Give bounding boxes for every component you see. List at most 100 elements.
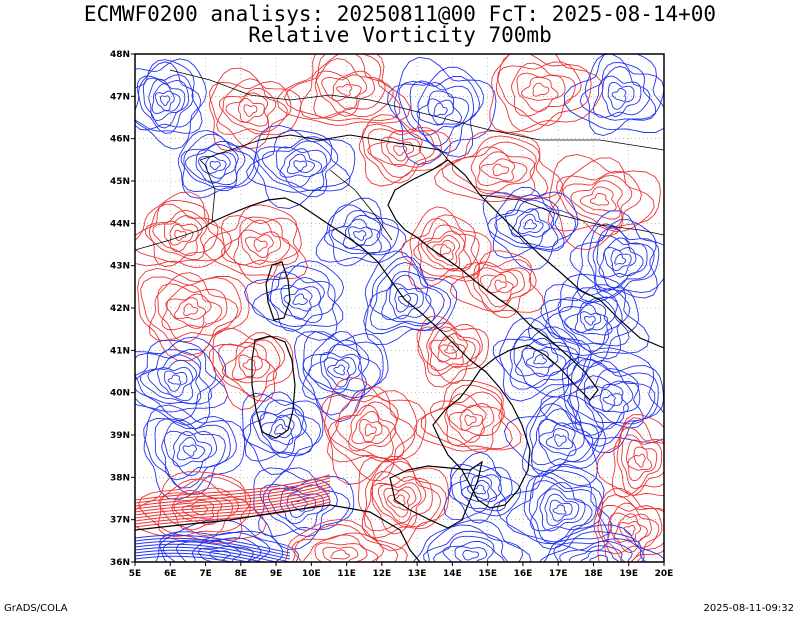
vorticity-isoline [429,391,505,453]
vorticity-isoline [616,426,664,496]
vorticity-isoline [238,354,263,379]
vorticity-isoline [279,148,322,178]
vorticity-isoline [601,75,642,118]
lat-lon-grid [135,54,664,562]
vorticity-isoline [135,474,331,501]
vorticity-isoline [614,254,627,265]
vorticity-isoline [220,215,302,285]
lat-tick-label: 42N [110,304,130,314]
vorticity-isoline [529,402,600,475]
footer-credit: GrADS/COLA [4,603,68,614]
vorticity-isoline [427,98,454,125]
lat-tick-label: 45N [110,177,130,187]
vorticity-isoline [408,206,492,289]
vorticity-isoline [538,418,585,466]
vorticity-isoline [459,472,502,513]
vorticity-isoline [496,463,609,553]
vorticity-isoline [480,158,516,182]
vorticity-isoline [302,331,384,416]
vorticity-isoline [209,550,231,561]
vorticity-isoline [579,311,602,331]
vorticity-isoline [370,476,427,528]
vorticity-contours [135,54,664,562]
vorticity-isoline [135,61,202,131]
vorticity-isoline [543,283,639,368]
vorticity-isoline [161,420,226,481]
vorticity-isoline [564,301,613,336]
vorticity-isoline [568,545,623,562]
vorticity-isoline [381,274,432,320]
vorticity-isoline [364,423,377,437]
vorticity-isoline [135,498,331,525]
vorticity-isoline [592,227,655,292]
vorticity-isoline [618,520,642,542]
vorticity-isoline [253,124,356,209]
vorticity-isoline [448,464,507,512]
vorticity-isoline [135,483,331,510]
vorticity-isoline [557,296,623,352]
vorticity-isoline [135,339,229,413]
vorticity-isoline [135,348,217,421]
vorticity-isoline [162,531,270,562]
vorticity-isoline [473,261,532,313]
vorticity-isoline [539,488,586,532]
vorticity-isoline [319,351,362,394]
vorticity-isoline [330,549,350,560]
vorticity-isoline [516,72,566,113]
vorticity-isoline [241,392,324,475]
vorticity-isoline [420,384,513,450]
border-france [135,159,216,251]
vorticity-isoline [621,434,663,490]
lon-tick-label: 20E [655,569,674,579]
vorticity-isoline [148,78,186,122]
vorticity-isoline [393,494,406,506]
vorticity-isoline [492,163,510,177]
vorticity-isoline [135,552,251,562]
vorticity-isoline [528,480,597,545]
vorticity-isoline [540,284,631,360]
vorticity-isoline [299,54,394,120]
vorticity-isoline [556,171,642,237]
vorticity-isoline [157,478,251,538]
vorticity-isoline [547,157,655,232]
vorticity-isoline [470,146,536,195]
coastline-italy [299,159,599,509]
vorticity-isoline [533,354,547,365]
vorticity-isoline [492,326,580,398]
vorticity-isoline [144,209,208,261]
vorticity-isoline [462,259,537,319]
vorticity-isoline [367,129,427,168]
vorticity-isoline [327,359,350,381]
vorticity-isoline [464,414,477,426]
vorticity-isoline [135,58,207,150]
coastline-balkans [447,159,664,349]
vorticity-isoline [361,123,442,184]
vorticity-isoline [503,394,604,487]
vorticity-isoline [313,58,386,119]
vorticity-isoline [579,62,657,121]
lon-tick-label: 6E [164,569,176,579]
vorticity-isoline [515,337,567,377]
vorticity-isoline [244,234,274,259]
vorticity-isoline [243,104,258,117]
vorticity-isoline [160,95,171,107]
border-balkan-inland [479,194,664,236]
vorticity-isoline [423,530,509,562]
vorticity-isoline [348,404,397,452]
vorticity-isoline [494,199,559,248]
lon-tick-label: 12E [373,569,392,579]
vorticity-isoline [242,358,257,371]
vorticity-isoline [174,297,207,320]
vorticity-isoline [388,283,424,320]
longitude-tick-labels: 5E 6E 7E 8E 9E 10E 11E 12E 13E 14E 15E 16E 17E 18E 19E… [129,562,674,579]
vorticity-isoline [545,428,574,450]
vorticity-isoline [509,327,580,390]
vorticity-isoline [358,114,452,187]
vorticity-isoline [142,77,190,129]
vorticity-isoline [302,330,381,400]
vorticity-isoline [231,345,271,380]
vorticity-isoline [592,65,651,118]
vorticity-isoline [255,136,339,198]
latitude-tick-labels: 48N 47N 46N 45N 44N 43N 42N 41N 40N 39N 38N 37N 36N [110,50,135,568]
coastline-liguria [211,197,301,223]
